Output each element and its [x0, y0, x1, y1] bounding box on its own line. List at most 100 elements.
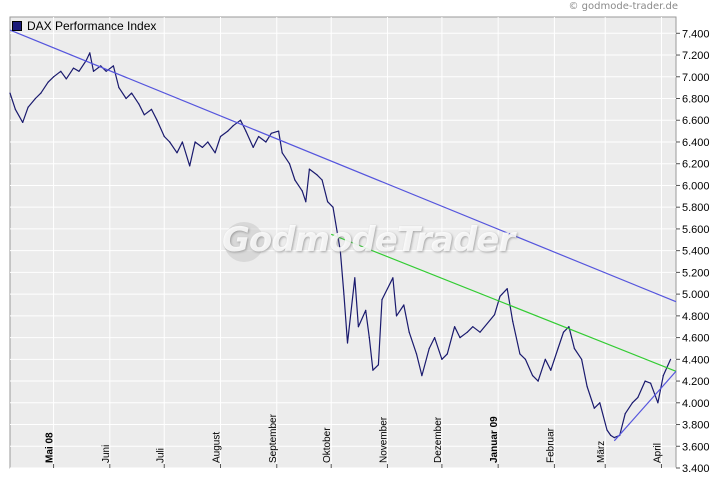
- data-point: [78, 70, 80, 72]
- data-point: [537, 380, 539, 382]
- y-tick-label: 4.200: [682, 376, 710, 388]
- y-tick-label: 4.000: [682, 398, 710, 410]
- data-point: [40, 92, 42, 94]
- data-point: [143, 114, 145, 116]
- data-point: [372, 369, 374, 371]
- data-point: [637, 396, 639, 398]
- data-point: [239, 119, 242, 121]
- data-point: [47, 81, 49, 83]
- data-point: [118, 87, 120, 89]
- x-tick-label: Juli: [155, 448, 166, 463]
- y-tick-label: 6.600: [682, 115, 710, 127]
- y-tick-label: 7.400: [682, 28, 710, 40]
- x-tick-label: August: [212, 432, 223, 463]
- data-point: [454, 326, 456, 328]
- data-point: [89, 52, 91, 54]
- data-point: [395, 315, 398, 317]
- y-tick-label: 5.200: [682, 267, 710, 279]
- watermark: GodmodeTrader: [222, 220, 515, 260]
- data-point: [294, 179, 296, 181]
- data-point: [562, 331, 565, 333]
- y-tick-label: 5.400: [682, 246, 710, 258]
- data-point: [524, 358, 527, 360]
- data-point: [219, 135, 222, 138]
- x-tick-label: März: [596, 441, 607, 463]
- y-axis: 3.400 3.600 3.800 4.000 4.200 4.400 4.600 4.800…: [676, 28, 710, 475]
- data-point: [227, 130, 229, 132]
- data-point: [519, 353, 521, 355]
- x-tick-label: April: [652, 443, 663, 463]
- data-point: [550, 369, 552, 371]
- legend: DAX Performance Index: [12, 19, 156, 33]
- legend-label: DAX Performance Index: [27, 19, 157, 33]
- data-point: [14, 108, 16, 110]
- data-point: [466, 331, 468, 333]
- data-point: [9, 92, 11, 94]
- data-point: [392, 277, 394, 279]
- trendline-2: [330, 233, 677, 372]
- data-point: [573, 347, 576, 350]
- data-point: [479, 331, 481, 333]
- data-point: [214, 152, 216, 154]
- data-point: [105, 70, 107, 72]
- data-point: [499, 295, 501, 297]
- x-tick-label: Dezember: [433, 416, 444, 463]
- y-tick-label: 6.800: [682, 94, 710, 106]
- data-point: [408, 331, 410, 333]
- data-point: [512, 320, 514, 322]
- data-point: [657, 402, 659, 404]
- data-point: [365, 309, 367, 311]
- data-point: [532, 375, 534, 377]
- data-point: [194, 141, 196, 143]
- data-point: [150, 108, 153, 110]
- y-tick-label: 3.600: [682, 441, 710, 453]
- data-point: [415, 353, 418, 355]
- x-axis: Mai 08 Juni Juli August September Oktober Nove…: [45, 413, 663, 468]
- data-point: [308, 168, 310, 170]
- y-tick-label: 4.600: [682, 333, 710, 345]
- data-point: [72, 67, 75, 69]
- data-point: [557, 347, 559, 350]
- watermark-logo-icon: [224, 222, 264, 262]
- plot-area: [9, 16, 677, 469]
- data-point: [343, 293, 345, 295]
- data-point: [506, 288, 508, 290]
- x-tick-label: September: [268, 413, 279, 463]
- data-point: [65, 78, 67, 80]
- data-point: [586, 385, 588, 388]
- data-point: [316, 174, 318, 176]
- trendline-1: [9, 29, 677, 303]
- data-point: [377, 364, 379, 366]
- data-point: [581, 358, 583, 360]
- data-point: [27, 106, 29, 108]
- data-point: [270, 132, 272, 134]
- data-point: [53, 76, 55, 78]
- y-tick-label: 6.200: [682, 159, 710, 171]
- data-point: [181, 141, 183, 143]
- x-tick-label: Mai 08: [45, 432, 56, 463]
- data-point: [610, 434, 612, 436]
- data-point: [258, 135, 260, 138]
- data-point: [446, 353, 448, 355]
- y-tick-label: 6.000: [682, 180, 710, 192]
- data-point: [245, 130, 247, 132]
- data-point: [189, 165, 191, 167]
- y-tick-label: 5.600: [682, 224, 710, 236]
- data-point: [252, 146, 254, 148]
- series-layer: [9, 52, 672, 439]
- data-point: [544, 358, 546, 360]
- x-tick-label: Januar 09: [489, 416, 500, 463]
- data-point: [381, 299, 383, 301]
- data-point: [131, 92, 133, 94]
- y-tick-label: 5.800: [682, 202, 710, 214]
- data-point: [169, 141, 171, 143]
- data-point: [60, 70, 62, 72]
- data-point: [22, 121, 24, 123]
- data-point: [459, 337, 461, 339]
- copyright-text: © godmode-trader.de: [568, 1, 679, 12]
- data-point: [606, 429, 608, 431]
- data-point: [644, 380, 646, 382]
- data-point: [321, 179, 323, 181]
- y-tick-label: 3.400: [682, 463, 710, 475]
- data-point: [34, 97, 37, 100]
